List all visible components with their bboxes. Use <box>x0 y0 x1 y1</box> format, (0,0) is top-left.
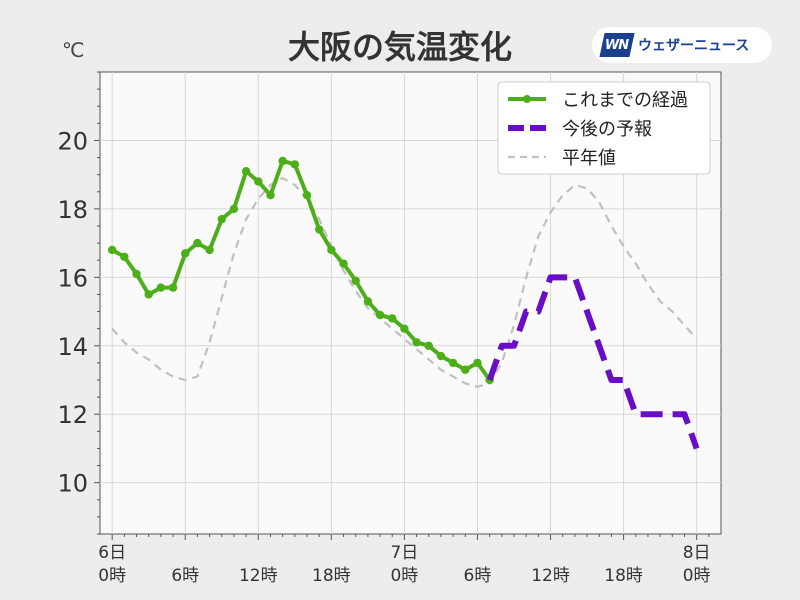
data-point <box>424 341 433 350</box>
series-solid-markers <box>107 156 494 385</box>
legend-marker <box>523 95 531 103</box>
x-tick-label-hour: 0時 <box>98 566 126 586</box>
legend-label: 平年値 <box>562 148 616 169</box>
series-layer <box>107 156 700 450</box>
y-tick-label: 20 <box>57 127 88 155</box>
data-point <box>144 290 153 299</box>
y-tick-label: 10 <box>57 470 88 498</box>
data-point <box>168 283 178 292</box>
x-tick-label-hour: 0時 <box>390 566 418 586</box>
legend-box <box>497 81 711 175</box>
x-tick-label-hour: 18時 <box>604 566 643 586</box>
legend-label: 今後の予報 <box>562 119 652 140</box>
x-tick-label-hour: 6時 <box>464 566 492 586</box>
legend-label: これまでの経過 <box>562 90 688 111</box>
data-point <box>229 204 239 214</box>
data-point <box>400 324 409 333</box>
logo-mark-text: WN <box>605 37 629 53</box>
x-tick-label-day: 6日 <box>98 543 126 563</box>
data-point <box>436 351 446 361</box>
weathernews-logo-mark: WN <box>599 33 635 57</box>
series-dashed-thick <box>486 274 700 450</box>
y-tick-label: 18 <box>57 196 88 224</box>
data-point <box>363 297 373 306</box>
data-point <box>375 310 385 320</box>
x-tick-label-hour: 0時 <box>683 566 711 586</box>
x-axis: 6日 0時 6時 12時 18時 7日 0時 6時 12時 18時 8日 0時 <box>98 534 711 586</box>
data-point <box>302 191 312 200</box>
data-point <box>266 191 275 200</box>
data-point <box>278 156 287 166</box>
data-point <box>327 245 336 255</box>
x-tick-label-hour: 6時 <box>171 566 199 586</box>
x-tick-label-day: 7日 <box>390 543 418 563</box>
weathernews-logo: WN ウェザーニュース <box>592 27 772 63</box>
data-point <box>339 259 348 268</box>
x-tick-label-hour: 18時 <box>312 566 351 586</box>
data-point <box>107 245 117 255</box>
chart-title: 大阪の気温変化 <box>288 28 512 66</box>
data-point <box>193 238 202 248</box>
data-point <box>290 160 300 169</box>
data-point <box>205 245 214 255</box>
data-point <box>254 177 263 186</box>
data-point <box>412 338 421 347</box>
y-axis: 10 12 14 16 18 20 <box>57 71 100 535</box>
data-point <box>132 269 141 279</box>
data-point <box>473 358 482 368</box>
data-point <box>156 283 166 292</box>
series-line <box>486 274 700 450</box>
data-point <box>314 225 324 234</box>
data-point <box>351 276 360 285</box>
data-point <box>461 365 470 374</box>
data-point <box>448 358 458 368</box>
y-tick-label: 16 <box>57 264 88 292</box>
x-tick-label-hour: 12時 <box>239 566 278 586</box>
x-tick-label-day: 8日 <box>683 543 711 563</box>
y-axis-unit: ℃ <box>62 38 84 62</box>
data-point <box>181 249 190 258</box>
y-tick-label: 14 <box>57 333 88 361</box>
data-point <box>217 214 226 224</box>
y-tick-label: 12 <box>57 401 88 429</box>
data-point <box>241 167 251 176</box>
data-point <box>120 252 129 261</box>
logo-text: ウェザーニュース <box>638 38 750 54</box>
data-point <box>388 314 397 323</box>
x-tick-label-hour: 12時 <box>531 566 570 586</box>
